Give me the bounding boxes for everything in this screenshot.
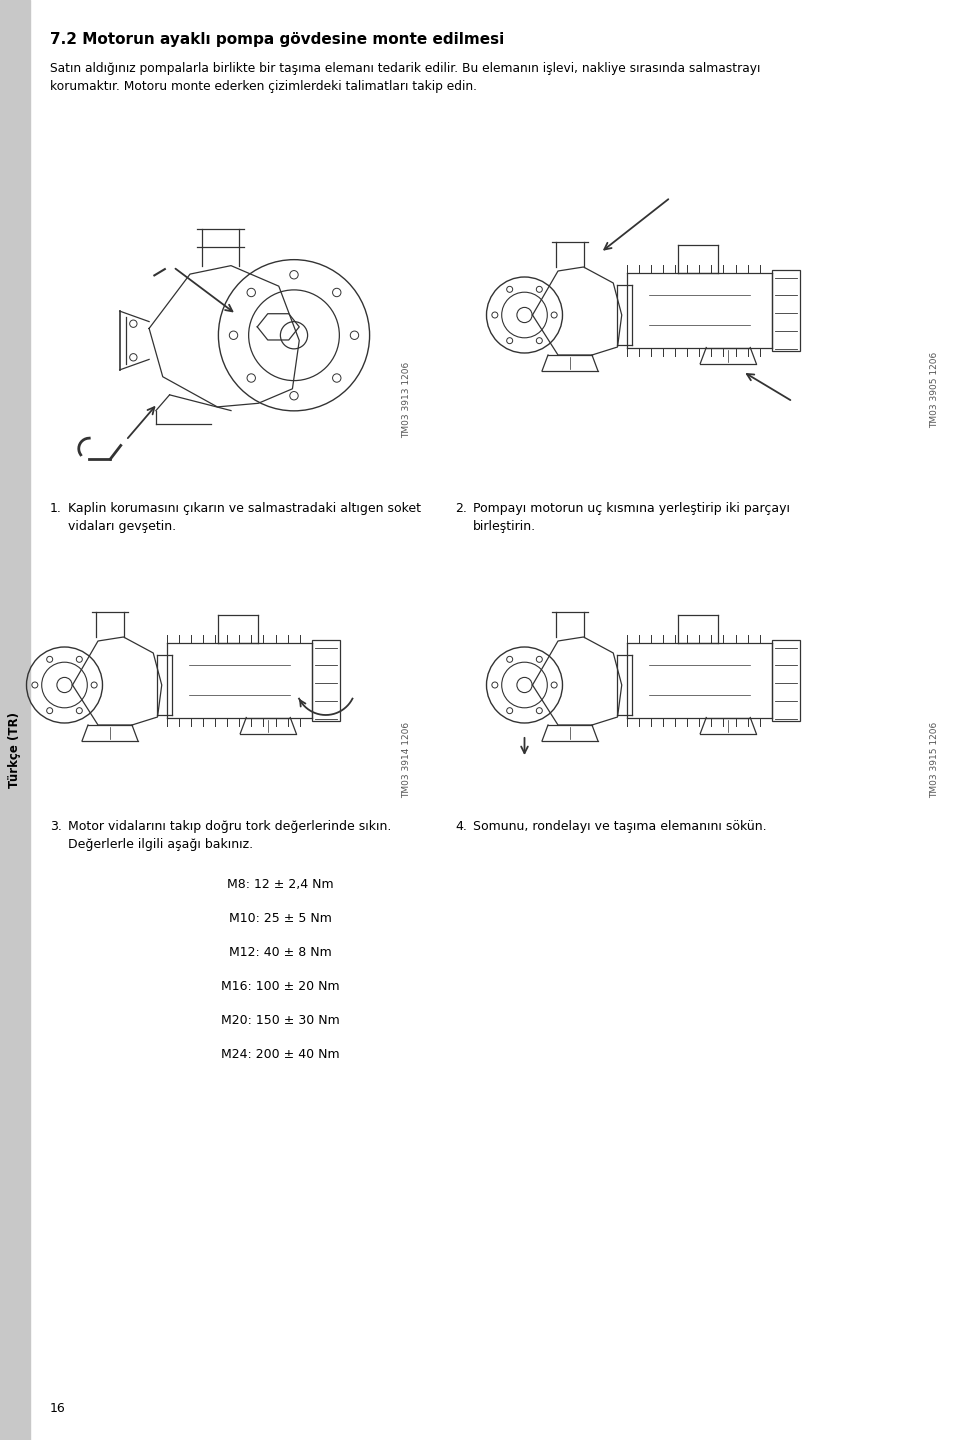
Text: Kaplin korumasını çıkarın ve salmastradaki altıgen soket
vidaları gevşetin.: Kaplin korumasını çıkarın ve salmastrada… xyxy=(68,503,421,533)
Bar xyxy=(0,0,30,1440)
Text: Satın aldığınız pompalarla birlikte bir taşıma elemanı tedarik edilir. Bu eleman: Satın aldığınız pompalarla birlikte bir … xyxy=(50,62,760,94)
Text: M16: 100 ± 20 Nm: M16: 100 ± 20 Nm xyxy=(221,981,339,994)
Text: 4.: 4. xyxy=(455,819,467,832)
Text: TM03 3915 1206: TM03 3915 1206 xyxy=(930,721,940,798)
Text: 16: 16 xyxy=(50,1403,65,1416)
Bar xyxy=(312,639,340,720)
Text: M8: 12 ± 2,4 Nm: M8: 12 ± 2,4 Nm xyxy=(227,878,333,891)
Text: 3.: 3. xyxy=(50,819,61,832)
Text: 2.: 2. xyxy=(455,503,467,516)
Text: M10: 25 ± 5 Nm: M10: 25 ± 5 Nm xyxy=(228,912,331,924)
Text: Somunu, rondelayı ve taşıma elemanını sökün.: Somunu, rondelayı ve taşıma elemanını sö… xyxy=(473,819,767,832)
Text: Türkçe (TR): Türkçe (TR) xyxy=(9,711,21,788)
Text: Motor vidalarını takıp doğru tork değerlerinde sıkın.
Değerlerle ilgili aşağı ba: Motor vidalarını takıp doğru tork değerl… xyxy=(68,819,392,851)
Text: Pompayı motorun uç kısmına yerleştirip iki parçayı
birleştirin.: Pompayı motorun uç kısmına yerleştirip i… xyxy=(473,503,790,533)
Bar xyxy=(772,639,800,720)
Text: 7.2 Motorun ayaklı pompa gövdesine monte edilmesi: 7.2 Motorun ayaklı pompa gövdesine monte… xyxy=(50,32,504,48)
Text: TM03 3913 1206: TM03 3913 1206 xyxy=(402,361,412,438)
Text: M24: 200 ± 40 Nm: M24: 200 ± 40 Nm xyxy=(221,1048,339,1061)
Text: TM03 3914 1206: TM03 3914 1206 xyxy=(402,721,412,798)
Text: M20: 150 ± 30 Nm: M20: 150 ± 30 Nm xyxy=(221,1014,340,1027)
Bar xyxy=(772,269,800,350)
Text: 1.: 1. xyxy=(50,503,61,516)
Text: TM03 3905 1206: TM03 3905 1206 xyxy=(930,351,940,428)
Text: M12: 40 ± 8 Nm: M12: 40 ± 8 Nm xyxy=(228,946,331,959)
